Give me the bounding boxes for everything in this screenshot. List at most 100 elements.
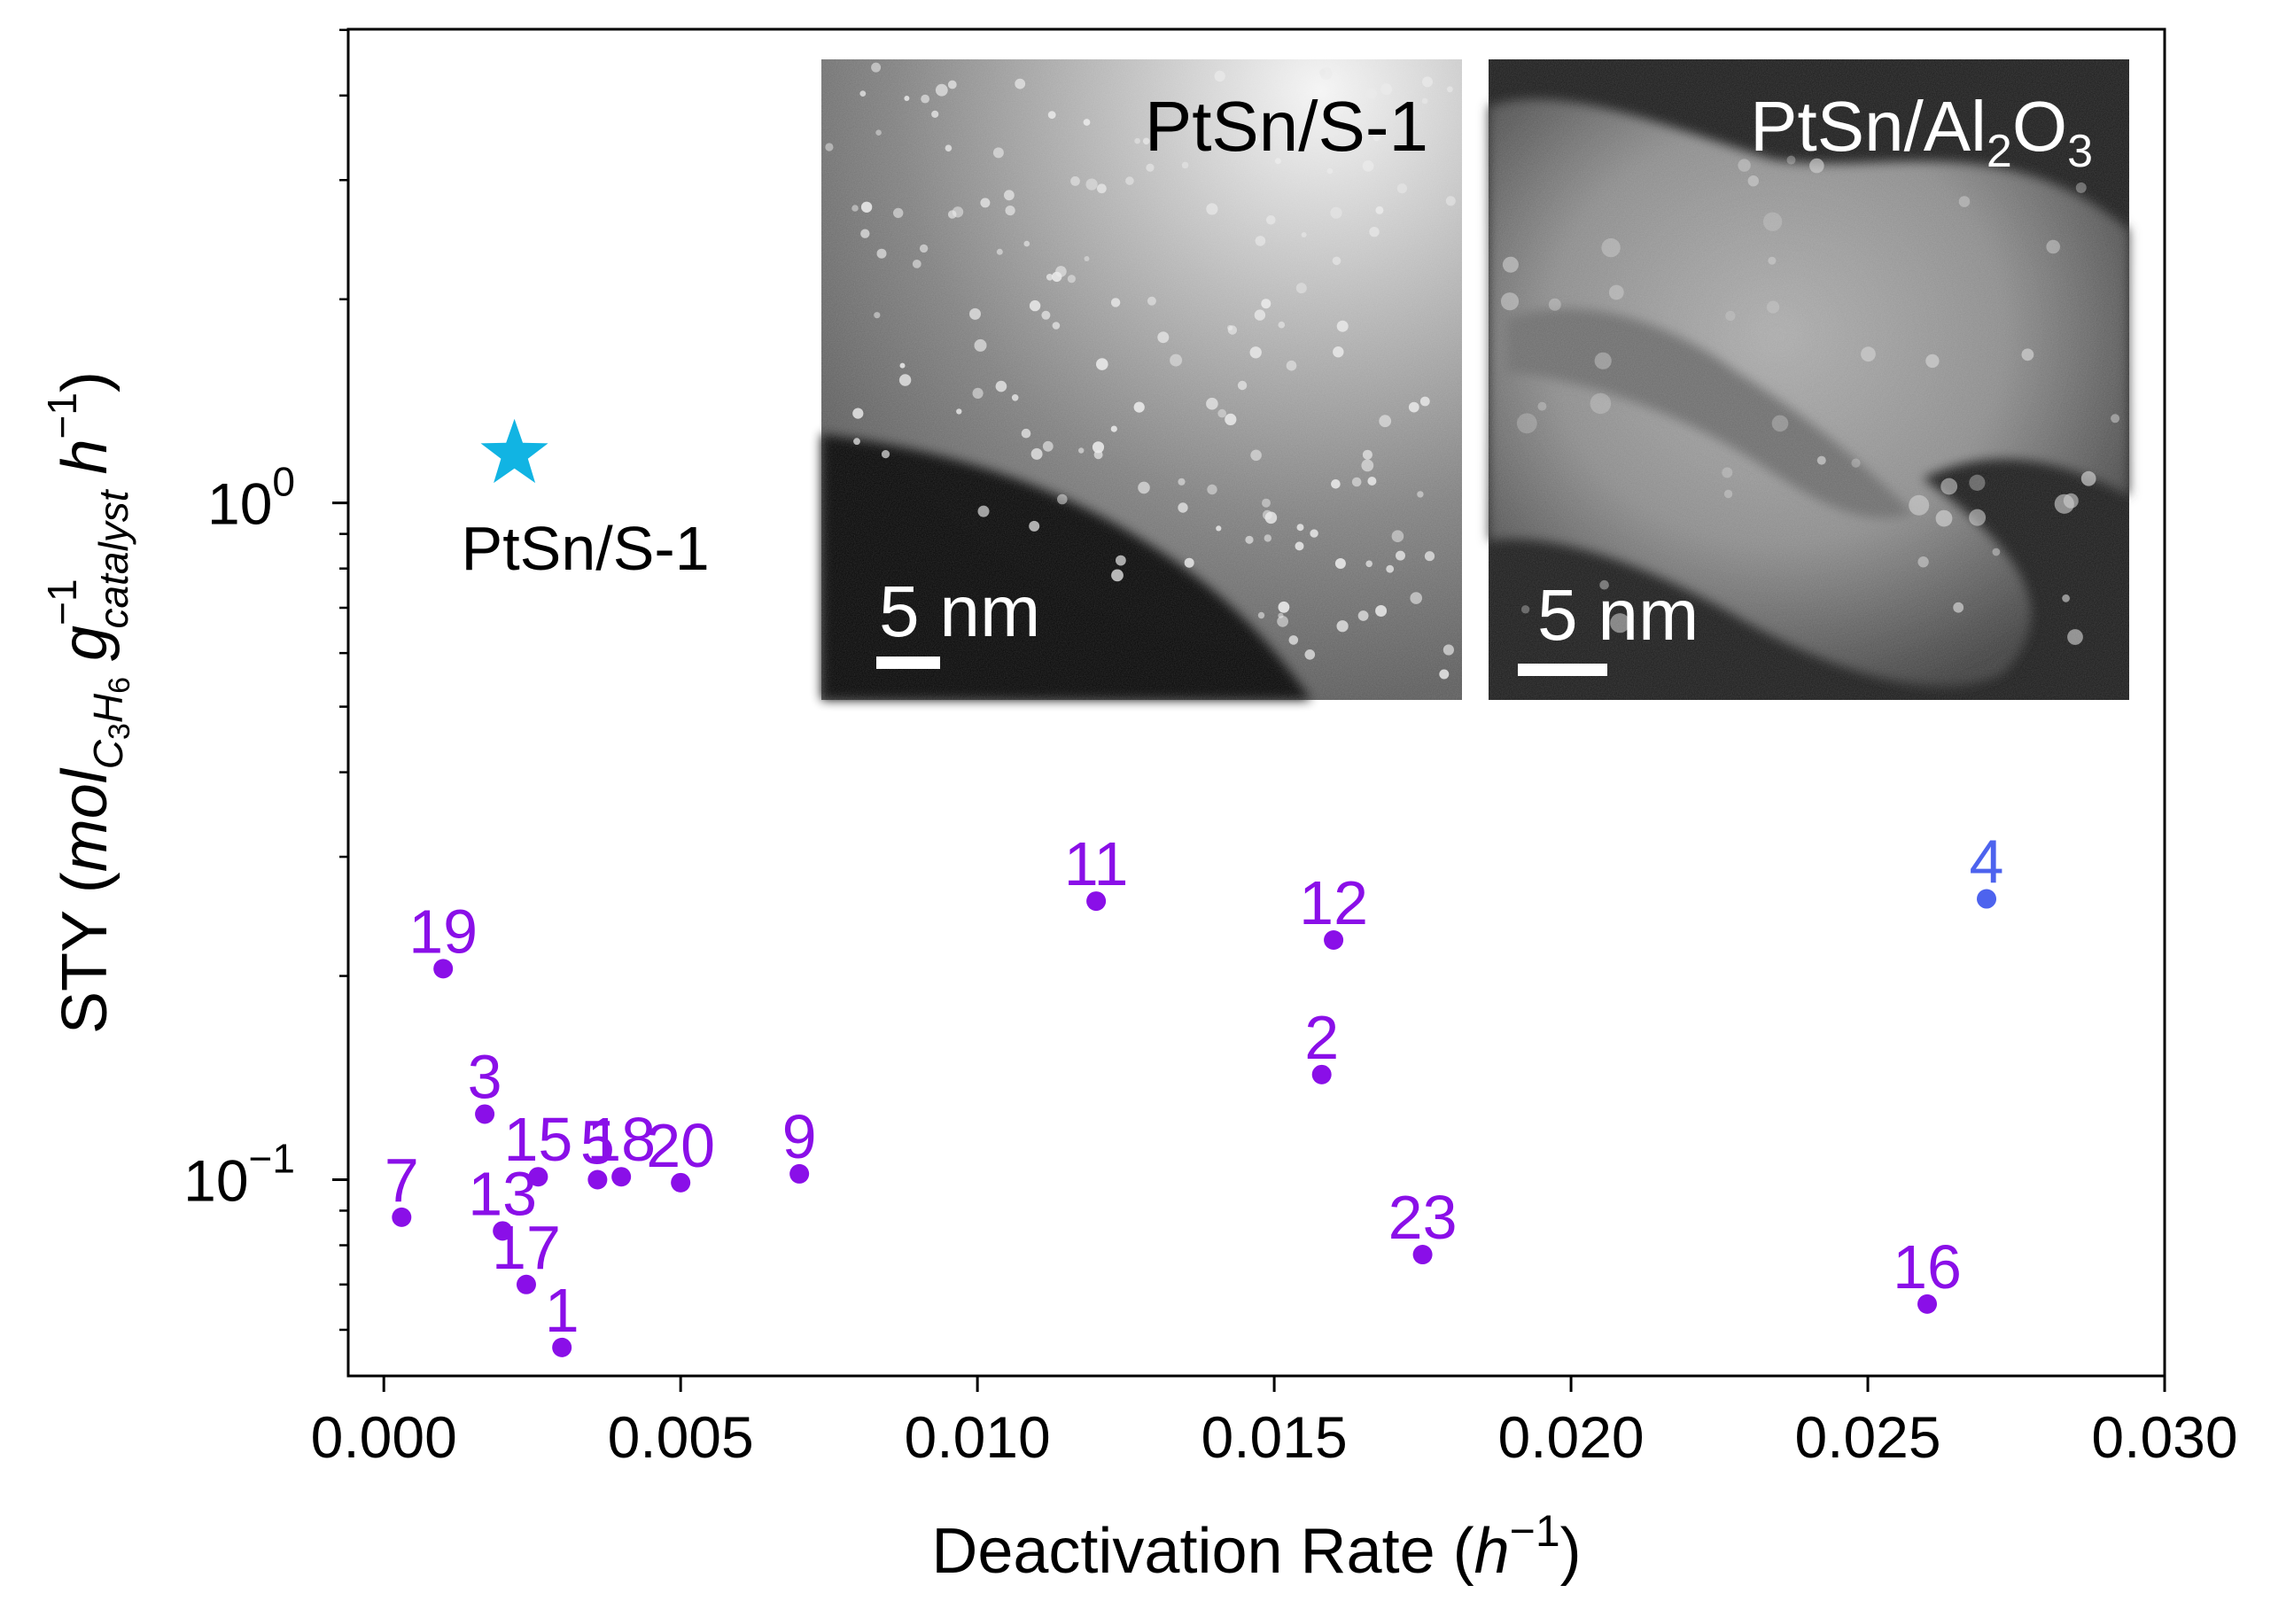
particle-dot (1029, 299, 1041, 312)
particle-dot (1417, 491, 1424, 498)
particle-dot (1351, 477, 1362, 487)
particle-dot (1925, 354, 1940, 369)
particle-dot (860, 201, 873, 213)
particle-dot (2080, 470, 2096, 486)
particle-dot (1771, 415, 1789, 432)
particle-dot (1237, 380, 1248, 391)
particle-dot (1809, 158, 1824, 174)
particle-dot (1410, 592, 1422, 604)
point-marker (552, 1337, 572, 1357)
particle-dot (1816, 455, 1826, 465)
inset-micrograph-ptsn-al2o3: PtSn/Al2O3 5 nm (1489, 59, 2129, 700)
particle-dot (1439, 669, 1450, 680)
particle-dot (898, 374, 912, 386)
y-axis-title: STY (molC3H6g−1 catalysth−1) (39, 371, 136, 1034)
particle-dot (947, 210, 957, 219)
particle-dot (1015, 78, 1026, 89)
point-marker (516, 1274, 536, 1294)
particle-dot (1723, 489, 1733, 499)
particle-dot (1445, 196, 1456, 206)
particle-dot (1548, 298, 1561, 311)
particle-dot (1295, 283, 1307, 294)
particle-dot (1365, 88, 1378, 99)
point-marker (671, 1172, 691, 1193)
particle-dot (1110, 425, 1117, 432)
x-axis-title: Deactivation Rate (h−1) (931, 1506, 1581, 1587)
particle-dot (1375, 605, 1388, 617)
particle-dot (1146, 163, 1155, 172)
particle-dot (995, 380, 1007, 392)
point-label: 15 (503, 1105, 572, 1174)
particle-dot (1421, 97, 1428, 105)
particle-dot (1277, 616, 1288, 627)
particle-dot (919, 244, 929, 253)
y-axis-ticks: 100 10−1 (183, 28, 348, 1332)
particle-dot (1375, 206, 1384, 214)
point-label: 13 (468, 1159, 537, 1228)
particle-dot (1969, 509, 1987, 526)
particle-dot (977, 505, 990, 517)
point-marker (1412, 1245, 1433, 1265)
particle-dot (1330, 206, 1342, 219)
particle-dot (1319, 69, 1326, 76)
particle-dot (1262, 509, 1272, 520)
particle-dot (1310, 529, 1318, 538)
particle-dot (1216, 525, 1222, 532)
particle-dot (853, 438, 860, 446)
particle-dot (1004, 190, 1015, 201)
particle-dot (1288, 635, 1299, 645)
particle-dot (2063, 493, 2079, 509)
particle-dot (1178, 502, 1188, 513)
particle-dot (931, 110, 939, 118)
particle-dot (992, 147, 1004, 159)
particle-dot (904, 96, 910, 101)
particle-dot (1608, 284, 1624, 300)
particle-dot (1178, 478, 1186, 486)
particle-dot (1041, 310, 1051, 320)
particle-dot (1362, 449, 1373, 460)
point-label: 1 (545, 1276, 579, 1345)
point-marker (1324, 930, 1344, 951)
particle-dot (980, 198, 991, 208)
inset-micrograph-ptsn-s1: PtSn/S-1 5 nm (821, 59, 1462, 700)
point-label: PtSn/S-1 (462, 514, 710, 583)
x-tick-label: 0.000 (311, 1404, 457, 1470)
particle-dot (1251, 135, 1261, 145)
particle-dot (1365, 560, 1373, 568)
particle-dot (1594, 352, 1612, 369)
star-marker (480, 418, 548, 484)
particle-dot (871, 62, 882, 73)
particle-dot (921, 94, 929, 104)
point-marker (587, 1169, 608, 1190)
particle-dot (1357, 610, 1369, 621)
particle-dot (1599, 579, 1609, 590)
particle-dot (1111, 569, 1124, 582)
particle-dot (1762, 212, 1783, 231)
particle-dot (1206, 397, 1218, 410)
particle-dot (876, 248, 887, 259)
particle-dot (1447, 86, 1453, 93)
particle-dot (1138, 481, 1150, 494)
inset-1-scale-label: 5 nm (879, 571, 1040, 652)
particle-dot (1419, 396, 1430, 407)
particle-dot (1304, 649, 1316, 660)
point-marker (493, 1221, 513, 1241)
particle-dot (1325, 124, 1338, 136)
inset-2-scale-label: 5 nm (1537, 575, 1699, 656)
point-marker (1977, 889, 1997, 909)
particle-dot (1217, 408, 1226, 418)
particle-dot (1396, 550, 1405, 561)
plot-frame (346, 27, 2166, 1378)
x-tick-label: 0.020 (1497, 1404, 1644, 1470)
particle-dot (1110, 298, 1121, 307)
point-label: 16 (1893, 1232, 1962, 1302)
particle-dot (881, 449, 890, 459)
particle-dot (1767, 300, 1780, 314)
point-marker (433, 959, 454, 979)
particle-dot (1157, 331, 1170, 344)
particle-dot (1391, 530, 1404, 542)
point-label: 11 (1064, 829, 1129, 898)
particle-dot (1334, 558, 1346, 569)
point-label: 20 (646, 1111, 715, 1180)
